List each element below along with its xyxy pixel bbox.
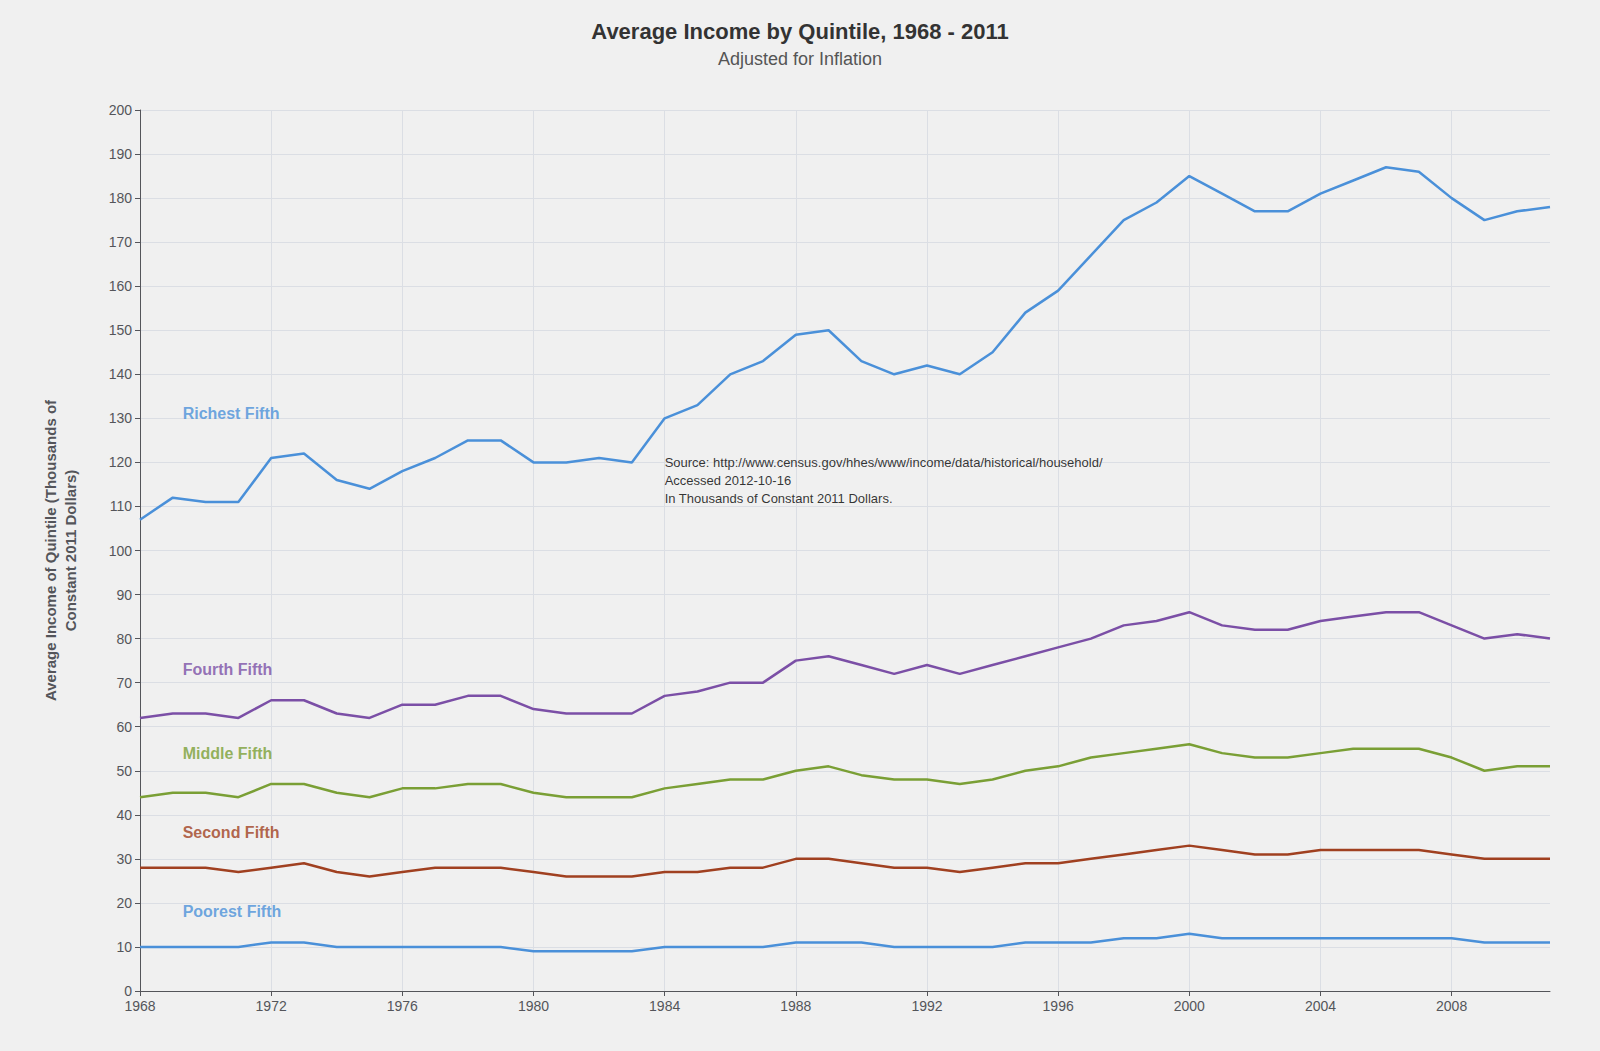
svg-text:Average Income of Quintile (Th: Average Income of Quintile (Thousands of	[42, 399, 59, 701]
svg-text:Middle Fifth: Middle Fifth	[183, 745, 273, 762]
svg-text:Poorest Fifth: Poorest Fifth	[183, 903, 282, 920]
svg-text:Fourth Fifth: Fourth Fifth	[183, 661, 273, 678]
svg-text:1988: 1988	[780, 998, 811, 1014]
svg-text:10: 10	[116, 939, 132, 955]
svg-text:1996: 1996	[1043, 998, 1074, 1014]
svg-text:1968: 1968	[124, 998, 155, 1014]
svg-text:Source: http://www.census.gov/: Source: http://www.census.gov/hhes/www/i…	[665, 455, 1103, 470]
svg-text:140: 140	[109, 366, 133, 382]
svg-text:Constant 2011 Dollars): Constant 2011 Dollars)	[62, 470, 79, 632]
svg-text:40: 40	[116, 807, 132, 823]
svg-text:200: 200	[109, 102, 133, 118]
svg-text:80: 80	[116, 631, 132, 647]
svg-text:120: 120	[109, 454, 133, 470]
svg-text:150: 150	[109, 322, 133, 338]
svg-text:1984: 1984	[649, 998, 680, 1014]
svg-text:170: 170	[109, 234, 133, 250]
svg-text:Richest Fifth: Richest Fifth	[183, 405, 280, 422]
svg-text:2004: 2004	[1305, 998, 1336, 1014]
svg-text:Accessed 2012-10-16: Accessed 2012-10-16	[665, 473, 791, 488]
svg-text:Adjusted for Inflation: Adjusted for Inflation	[718, 49, 882, 69]
svg-text:180: 180	[109, 190, 133, 206]
svg-text:1976: 1976	[387, 998, 418, 1014]
svg-text:50: 50	[116, 763, 132, 779]
svg-text:1972: 1972	[256, 998, 287, 1014]
svg-text:1980: 1980	[518, 998, 549, 1014]
svg-text:100: 100	[109, 543, 133, 559]
svg-text:In Thousands of Constant 2011: In Thousands of Constant 2011 Dollars.	[665, 491, 893, 506]
svg-text:190: 190	[109, 146, 133, 162]
svg-text:130: 130	[109, 410, 133, 426]
svg-text:110: 110	[110, 498, 133, 514]
svg-text:70: 70	[116, 675, 132, 691]
svg-text:2000: 2000	[1174, 998, 1205, 1014]
svg-text:60: 60	[116, 719, 132, 735]
svg-text:Average Income by Quintile, 19: Average Income by Quintile, 1968 - 2011	[591, 19, 1008, 44]
svg-text:2008: 2008	[1436, 998, 1467, 1014]
svg-text:90: 90	[116, 587, 132, 603]
svg-text:30: 30	[116, 851, 132, 867]
svg-text:160: 160	[109, 278, 133, 294]
svg-text:0: 0	[124, 983, 132, 999]
svg-text:1992: 1992	[911, 998, 942, 1014]
svg-text:20: 20	[116, 895, 132, 911]
svg-text:Second Fifth: Second Fifth	[183, 824, 280, 841]
